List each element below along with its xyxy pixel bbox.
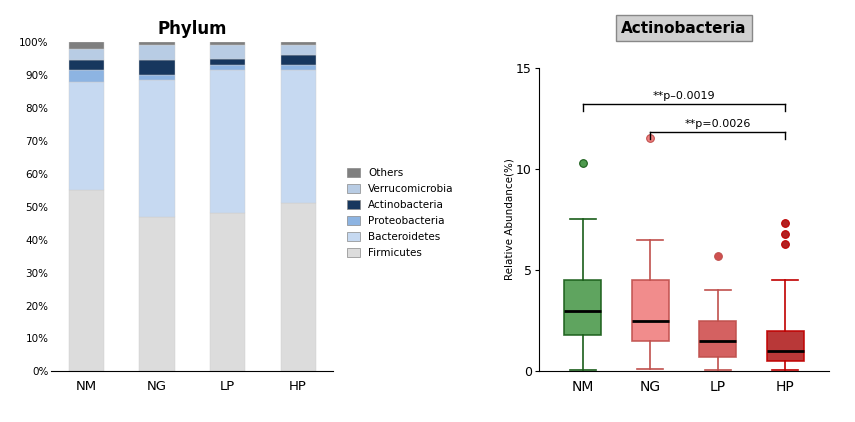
Bar [139, 42, 174, 46]
Bar [210, 59, 245, 65]
Bar [280, 65, 315, 70]
Bar [210, 42, 245, 46]
Bar [210, 70, 245, 214]
Bar [210, 65, 245, 70]
Bar [280, 203, 315, 371]
Bar [139, 60, 174, 75]
Bar [69, 60, 104, 70]
Bar [280, 42, 315, 46]
Legend: Others, Verrucomicrobia, Actinobacteria, Proteobacteria, Bacteroidetes, Firmicut: Others, Verrucomicrobia, Actinobacteria,… [347, 168, 453, 258]
Bar [699, 321, 736, 357]
Text: Actinobacteria: Actinobacteria [622, 21, 746, 35]
Text: **p–0.0019: **p–0.0019 [652, 91, 716, 101]
Y-axis label: Relative Abundance(%): Relative Abundance(%) [504, 159, 515, 280]
Bar [564, 280, 601, 335]
Bar [69, 190, 104, 371]
Text: **p=0.0026: **p=0.0026 [685, 119, 751, 129]
Bar [767, 331, 804, 361]
Bar [69, 49, 104, 60]
Bar [139, 46, 174, 60]
Bar [139, 80, 174, 216]
Bar [210, 214, 245, 371]
Bar [139, 216, 174, 371]
Bar [69, 82, 104, 190]
Bar [280, 46, 315, 55]
Bar [210, 46, 245, 59]
Title: Phylum: Phylum [157, 20, 227, 38]
Bar [139, 75, 174, 80]
Bar [280, 70, 315, 203]
Bar [632, 280, 669, 341]
Bar [69, 42, 104, 49]
Bar [69, 70, 104, 82]
Bar [280, 55, 315, 65]
